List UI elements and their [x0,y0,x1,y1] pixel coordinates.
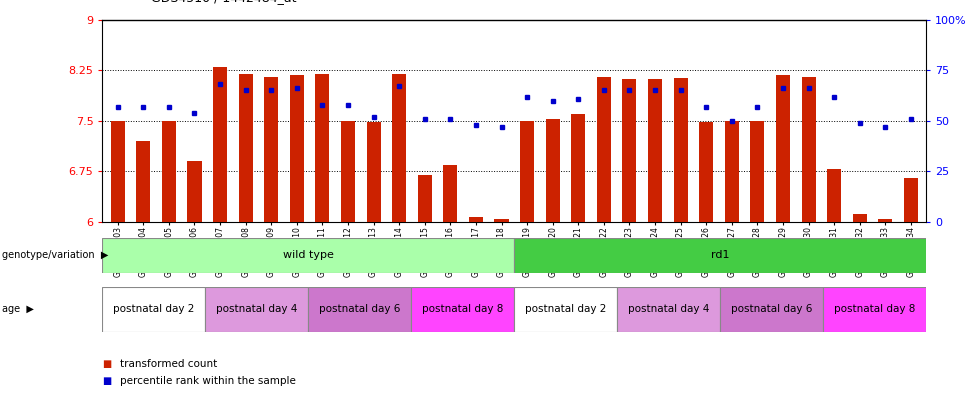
Text: postnatal day 4: postnatal day 4 [216,305,297,314]
Bar [724,121,739,222]
Bar [904,178,917,222]
Text: postnatal day 6: postnatal day 6 [731,305,812,314]
Bar [751,121,764,222]
Bar [341,121,355,222]
Text: transformed count: transformed count [120,358,217,369]
Text: ■: ■ [102,376,111,386]
Text: age  ▶: age ▶ [2,305,34,314]
Bar [617,287,721,332]
Text: postnatal day 6: postnatal day 6 [319,305,401,314]
Bar [392,73,407,222]
Bar [597,77,611,222]
Bar [367,122,380,222]
Bar [239,73,253,222]
Bar [699,122,714,222]
Bar [827,169,841,222]
Text: postnatal day 4: postnatal day 4 [628,305,710,314]
Text: postnatal day 8: postnatal day 8 [422,305,503,314]
Bar [853,214,867,222]
Text: ■: ■ [102,358,111,369]
Text: postnatal day 2: postnatal day 2 [526,305,606,314]
Bar [136,141,150,222]
Text: postnatal day 8: postnatal day 8 [834,305,916,314]
Bar [776,75,790,222]
Text: rd1: rd1 [711,250,729,261]
Bar [571,114,585,222]
Bar [469,217,483,222]
Bar [546,119,560,222]
Bar [411,287,515,332]
Bar [187,162,202,222]
Bar [515,287,617,332]
Bar [102,238,515,273]
Text: wild type: wild type [283,250,333,261]
Text: percentile rank within the sample: percentile rank within the sample [120,376,295,386]
Text: genotype/variation  ▶: genotype/variation ▶ [2,250,108,261]
Bar [264,77,278,222]
Bar [308,287,411,332]
Bar [206,287,308,332]
Bar [162,121,175,222]
Bar [102,287,206,332]
Bar [721,287,823,332]
Bar [213,67,227,222]
Bar [315,73,330,222]
Bar [494,219,509,222]
Bar [444,165,457,222]
Bar [823,287,926,332]
Bar [674,78,687,222]
Bar [515,238,926,273]
Bar [111,121,125,222]
Text: postnatal day 2: postnatal day 2 [113,305,195,314]
Bar [520,121,534,222]
Text: GDS4510 / 1442484_at: GDS4510 / 1442484_at [151,0,296,4]
Bar [878,219,892,222]
Bar [801,77,816,222]
Bar [290,75,304,222]
Bar [648,79,662,222]
Bar [622,79,637,222]
Bar [417,175,432,222]
